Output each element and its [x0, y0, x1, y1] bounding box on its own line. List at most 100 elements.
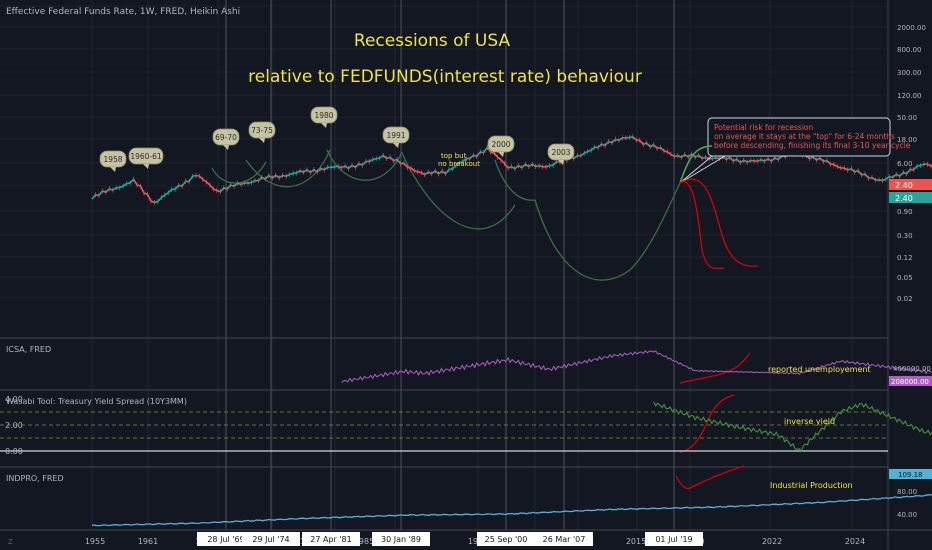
price-scale-label: 50.00 [897, 114, 917, 122]
price-tag-red-bg [889, 179, 932, 190]
icsa-series-line [341, 350, 932, 384]
fedfunds-candle [198, 175, 204, 181]
fedfunds-candle [843, 167, 849, 171]
fedfunds-candle [521, 163, 526, 169]
fedfunds-candle [503, 162, 509, 169]
fedfunds-candle [264, 174, 270, 180]
fedfunds-candle [694, 154, 700, 158]
fedfunds-candle [812, 156, 818, 161]
recession-bubble-label: 2003 [551, 148, 570, 157]
spread-scale-label: 0.00 [5, 447, 23, 456]
recession-date-flag-text: 27 Apr '81 [310, 535, 351, 544]
fedfunds-candle [167, 188, 173, 194]
fedfunds-candle [469, 154, 474, 160]
fedfunds-candle [91, 194, 97, 200]
fedfunds-candle [112, 187, 117, 191]
fedfunds-candle [556, 160, 561, 164]
fedfunds-candle [823, 159, 828, 163]
fedfunds-candle [431, 170, 436, 175]
fedfunds-candle [219, 187, 225, 193]
fedfunds-candle [316, 168, 322, 173]
fedfunds-candle [500, 159, 506, 165]
icsa-scale-label: 400000.00 [893, 365, 931, 373]
price-scale[interactable]: 2000.00 800.00 300.00 120.00 50.00 18.00 6.00 0… [897, 24, 926, 303]
fedfunds-candle [358, 162, 363, 166]
icsa-tag-text: 208000.00 [891, 378, 929, 386]
recession-bubble: 1958 [99, 150, 127, 172]
fedfunds-candle [455, 162, 460, 166]
fedfunds-candle [296, 170, 301, 174]
fedfunds-candle [878, 179, 883, 182]
cycle-arcs [211, 149, 681, 281]
fedfunds-candle [341, 165, 346, 169]
fedfunds-candle [174, 184, 180, 190]
price-scale-label: 0.30 [897, 232, 913, 240]
fedfunds-candle [857, 170, 863, 176]
risk-note-line-1: Potential risk for recession [714, 123, 813, 132]
fedfunds-candle [271, 174, 277, 179]
fedfunds-candle [216, 189, 221, 193]
fedfunds-candle [393, 158, 398, 162]
fedfunds-candle [531, 163, 537, 168]
fedfunds-candle [389, 156, 395, 162]
fedfunds-candle [157, 197, 162, 203]
fedfunds-candle [164, 192, 169, 196]
fedfunds-candle [511, 165, 516, 170]
recession-bubble: 1980 [310, 106, 338, 128]
spread-pane-title: Wasabi Tool: Treasury Yield Spread (10Y3… [6, 397, 187, 406]
fedfunds-candle [483, 147, 488, 154]
recession-date-flag-bg [302, 532, 360, 546]
recession-bubble-tail [110, 167, 116, 172]
fedfunds-candle [251, 179, 256, 184]
recession-date-flag: 29 Jul '74 [242, 532, 300, 546]
fedfunds-candle [767, 158, 772, 162]
risk-callout-box [707, 117, 891, 157]
fedfunds-candle [261, 176, 266, 180]
recession-bubble-tail [321, 123, 327, 128]
fedfunds-candle [410, 167, 415, 172]
recession-date-flag-bg [242, 532, 300, 546]
fedfunds-candle [379, 154, 384, 159]
fedfunds-candle [611, 138, 617, 144]
fedfunds-candle [687, 153, 693, 158]
cycle-arc [326, 149, 403, 181]
fedfunds-candle [889, 175, 893, 179]
fedfunds-candle [233, 182, 239, 187]
fedfunds-candle [486, 147, 492, 153]
fedfunds-candle [656, 146, 661, 150]
fedfunds-candle [927, 163, 932, 167]
fedfunds-candle [639, 139, 644, 145]
fedfunds-candle [334, 165, 339, 168]
price-tag-red-text: 2.40 [895, 181, 913, 190]
fedfunds-candle [743, 159, 748, 163]
fedfunds-candle [205, 181, 211, 186]
fedfunds-candle [837, 165, 842, 169]
fedfunds-candle [361, 160, 367, 166]
fedfunds-candle [451, 164, 457, 170]
fedfunds-candle [590, 146, 596, 151]
spread-note: inverse yield [784, 417, 835, 426]
fedfunds-candle [209, 184, 214, 190]
recession-bubble-label: 73-75 [251, 126, 273, 135]
fedfunds-candle [473, 154, 478, 158]
recession-bubble: 2003 [547, 143, 575, 165]
risk-callout: Potential risk for recession on average … [679, 117, 911, 184]
fedfunds-candle [139, 185, 145, 194]
fedfunds-candle [701, 156, 706, 160]
icsa-note: reported unemployement [768, 365, 871, 374]
fedfunds-candle [240, 182, 245, 186]
cycle-arc [494, 159, 536, 201]
fedfunds-candle [826, 159, 831, 165]
fedfunds-candle [580, 152, 585, 157]
fedfunds-candle [109, 188, 114, 191]
fedfunds-candle [154, 200, 159, 204]
fedfunds-candle [642, 142, 647, 146]
fedfunds-candle [448, 168, 453, 171]
fedfunds-candle [618, 137, 623, 142]
fedfunds-candle [646, 142, 651, 148]
recession-date-flag: 25 Sep '00 [477, 532, 535, 546]
fedfunds-candle [625, 136, 630, 139]
projection-top-green [679, 145, 713, 184]
fedfunds-candle [126, 182, 131, 185]
icsa-tag: 208000.00 [889, 376, 932, 386]
